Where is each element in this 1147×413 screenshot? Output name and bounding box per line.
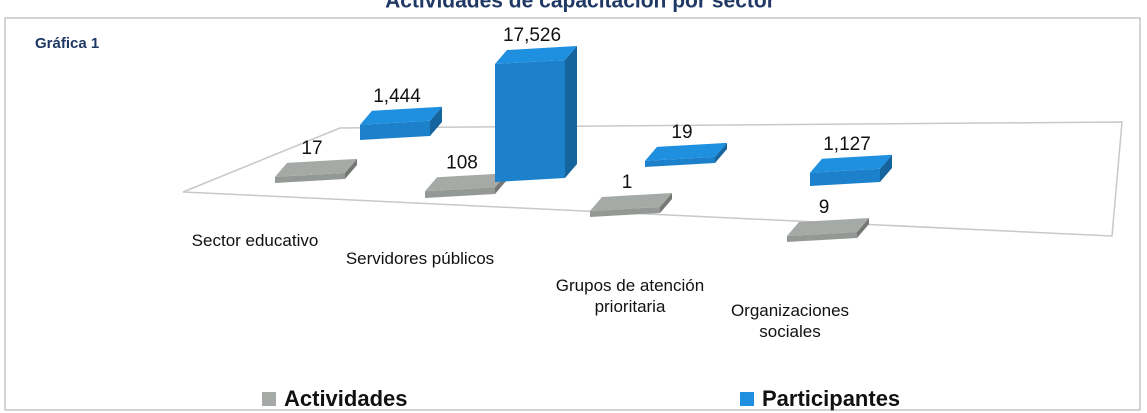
bar [810,154,892,186]
bar-front [495,60,565,182]
bar-side [880,154,892,182]
bar-front [787,231,857,242]
bar [360,106,442,140]
bar-top [360,106,442,125]
data-label: 1,444 [373,86,421,107]
data-label: 108 [446,152,478,173]
bar-top [810,154,892,173]
bar-top [787,217,869,236]
category-label: Servidores públicos [345,249,495,268]
bar-front [425,187,495,198]
data-label: 17,526 [503,25,561,46]
legend-label: Participantes [762,386,900,411]
data-label: 1 [622,172,633,193]
bar-side [715,142,727,163]
bar-top [645,142,727,161]
bar [590,192,672,217]
data-label: 17 [301,138,322,159]
bar [645,142,727,167]
bar-front [645,156,715,167]
floor [182,121,1123,237]
legend-swatch [740,392,754,406]
bar [495,46,577,182]
bar [275,158,357,183]
bar-front [360,120,430,140]
bar-top [590,192,672,211]
legend-swatch [262,392,276,406]
bar-front [810,168,880,186]
bar [787,217,869,242]
chart-label: Gráfica 1 [35,35,99,52]
bar-side [660,192,672,213]
category-label: Sector educativo [191,231,319,250]
bar-front [590,206,660,217]
frame [4,17,1141,411]
data-label: 1,127 [823,134,871,155]
bar-side [857,217,869,238]
bar-top [425,173,507,192]
bar [425,173,507,198]
category-label: Grupos de atención prioritaria [555,276,705,316]
bar-top [495,46,577,64]
bar-top [275,158,357,177]
category-label: Organizaciones sociales [730,301,850,341]
bar-side [565,46,577,178]
data-label: 9 [819,197,830,218]
bar-front [275,172,345,183]
data-label: 19 [671,122,692,143]
chart-title: Actividades de capacitación por sector [385,0,775,13]
bar-side [345,158,357,179]
bar-side [430,106,442,136]
legend-label: Actividades [284,386,408,411]
